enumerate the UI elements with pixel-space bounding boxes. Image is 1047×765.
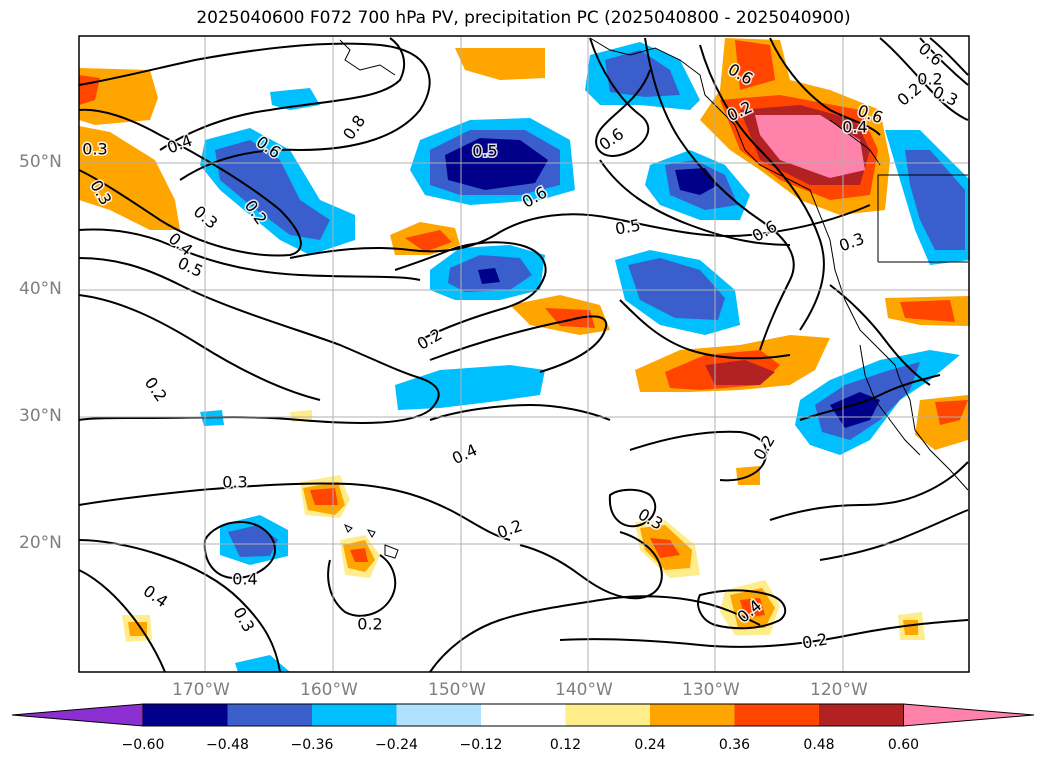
colorbar-segment [481,704,566,726]
pv-contours [78,37,969,673]
negative-anomaly-south [220,515,290,672]
contour-label: 0.3 [82,140,107,159]
contour-label: 0.3 [836,229,866,256]
negative-anomaly-midpacific [200,245,740,426]
contour-label: 0.4 [164,131,194,158]
contour-label: 0.2 [141,374,171,406]
contour-label: 0.4 [842,118,867,137]
graticule [79,36,969,672]
contour-label: 0.4 [140,581,172,611]
colorbar-tick-label: 0.12 [549,737,582,753]
longitude-tick-label: 170°W [172,680,230,700]
longitude-tick-label: 140°W [555,680,613,700]
colorbar-segment [734,704,819,726]
colorbar-max-extension [903,703,1035,727]
latitude-tick-label: 30°N [19,406,62,426]
colorbar-segment [565,704,650,726]
contour-label: 0.3 [190,202,222,233]
longitude-tick-label: 120°W [810,680,868,700]
contour-label: 0.5 [614,215,642,238]
coastlines [339,37,969,559]
colorbar [11,703,1035,727]
positive-anomaly-east [885,296,970,450]
latitude-tick-label: 50°N [19,152,62,172]
positive-anomaly-south [122,410,925,642]
colorbar-tick-label: 0.36 [718,737,751,753]
colorbar-tick-label: −0.24 [375,737,418,753]
longitude-tick-label: 160°W [300,680,358,700]
colorbar-segment [227,704,312,726]
longitude-tick-label: 130°W [682,680,740,700]
colorbar-segment [143,704,228,726]
colorbar-outline [142,703,904,727]
latitude-tick-label: 20°N [19,533,62,553]
precip-shading [79,38,970,672]
latitude-tick-label: 40°N [19,279,62,299]
contour-label: 0.5 [472,142,497,161]
contour-label: 0.4 [449,440,480,468]
colorbar-min-extension [11,703,144,727]
contour-label: 0.2 [494,516,524,543]
contour-label: 0.4 [232,570,257,589]
negative-anomaly-gulf [585,42,970,265]
negative-anomaly-central-north [410,118,575,205]
contour-label: 0.2 [917,70,942,89]
colorbar-tick-label: −0.48 [206,737,249,753]
colorbar-segment [819,704,904,726]
contour-label: 0.2 [414,325,446,354]
colorbar-tick-label: 0.24 [634,737,666,753]
longitude-tick-label: 150°W [428,680,486,700]
colorbar-tick-label: −0.60 [121,737,165,753]
map-frame [78,35,970,673]
contour-label: 0.6 [915,39,947,70]
colorbar-segment [650,704,735,726]
colorbar-tick-label: 0.48 [803,737,835,753]
colorbar-tick-label: 0.60 [887,737,920,753]
colorbar-tick-label: −0.12 [459,737,503,753]
colorbar-segment [396,704,481,726]
colorbar-segment [312,704,397,726]
contour-label: 0.3 [229,604,258,636]
contour-label: 0.4 [165,229,197,260]
contour-label: 0.2 [357,615,382,634]
positive-anomaly-bc-coast [700,38,890,215]
contour-label: 0.8 [339,112,369,144]
contour-label: 0.2 [801,629,829,652]
map-title: 2025040600 F072 700 hPa PV, precipitatio… [196,8,851,28]
contour-label: 0.3 [222,473,247,492]
negative-anomaly-nw [200,88,355,255]
colorbar-tick-label: −0.36 [290,737,334,753]
positive-anomaly-central [390,48,830,392]
